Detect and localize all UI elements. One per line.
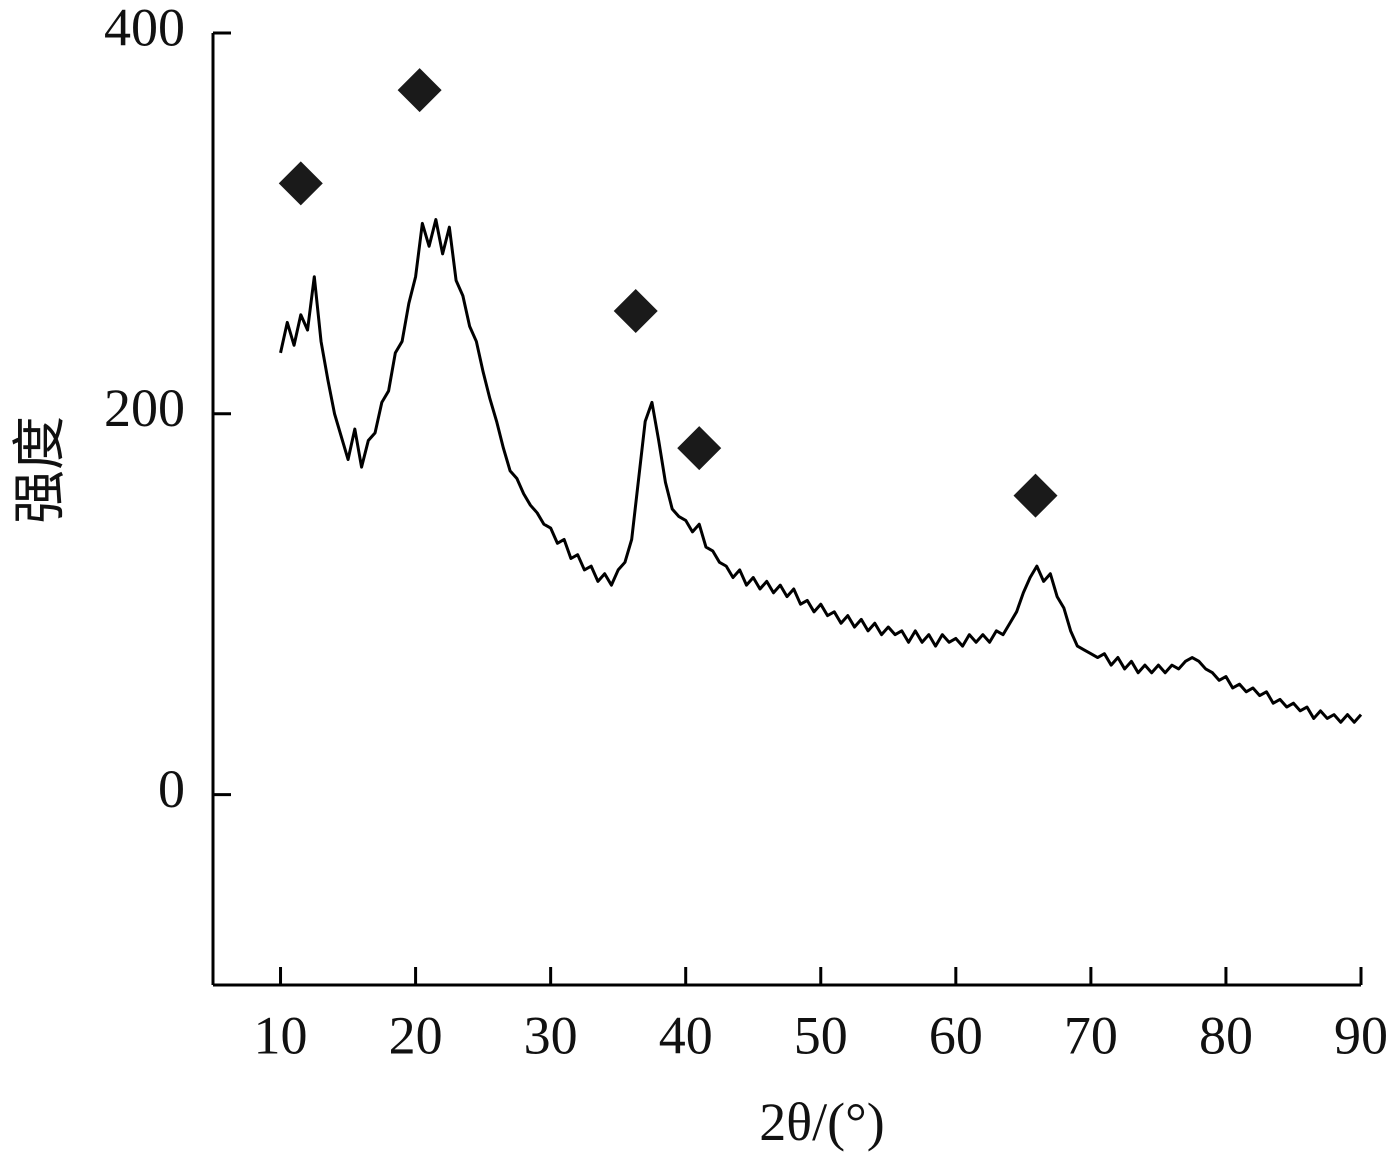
peak-marker (613, 288, 658, 333)
y-tick-label: 400 (104, 0, 185, 57)
x-tick-label: 40 (659, 1005, 713, 1065)
peak-marker (1013, 473, 1058, 518)
x-tick-label: 30 (524, 1005, 578, 1065)
peak-marker (677, 426, 722, 471)
y-axis-title: 强度 (10, 416, 70, 524)
data-line (279, 218, 1363, 724)
peak-marker (397, 68, 442, 113)
x-tick-label: 90 (1334, 1005, 1388, 1065)
x-tick-label: 50 (794, 1005, 848, 1065)
x-tick-label: 70 (1064, 1005, 1118, 1065)
x-tick-label: 10 (254, 1005, 308, 1065)
peak-marker (278, 161, 323, 206)
y-tick-label: 0 (158, 759, 185, 819)
x-axis-title: 2θ/(°) (759, 1092, 884, 1152)
y-tick-label: 200 (104, 378, 185, 438)
x-tick-label: 80 (1199, 1005, 1253, 1065)
x-tick-label: 60 (929, 1005, 983, 1065)
x-tick-label: 20 (389, 1005, 443, 1065)
